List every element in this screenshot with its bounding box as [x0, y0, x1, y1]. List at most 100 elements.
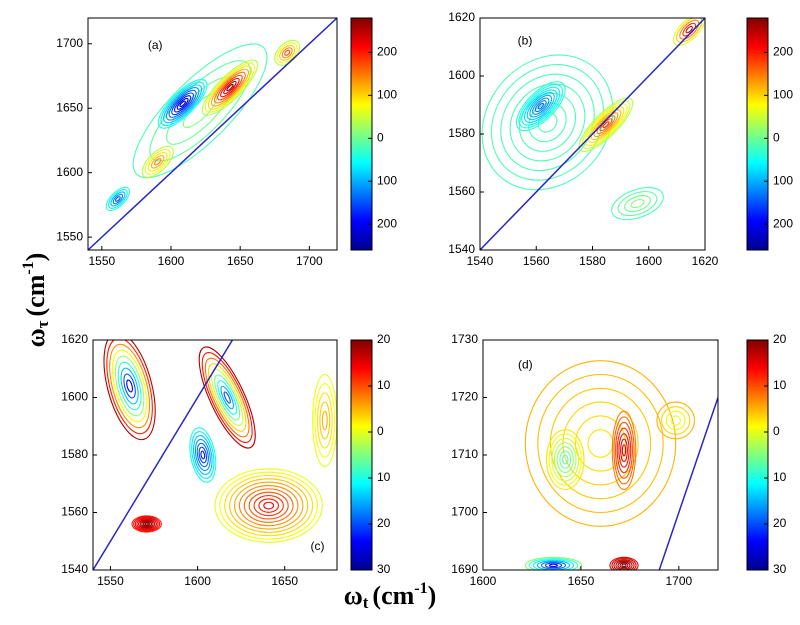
contour-line	[611, 187, 664, 221]
contour-line	[613, 559, 635, 570]
colorbar-tick-label: 200	[773, 216, 793, 230]
x-label-base: ω	[344, 581, 363, 610]
contour-plot	[88, 18, 337, 250]
colorbar-tick-label: 0	[377, 424, 384, 438]
contour-line	[613, 416, 635, 485]
colorbar-tick-label: 10	[377, 378, 391, 392]
diagonal-line	[658, 397, 718, 570]
colorbar-tick-label: 20	[773, 332, 787, 346]
contour-line	[114, 196, 121, 202]
contour-line	[537, 373, 664, 514]
y-label-close: )	[21, 253, 50, 262]
contour-line	[490, 64, 605, 181]
colorbar-tick-label: 20	[377, 332, 391, 346]
contour-line	[553, 441, 577, 478]
x-tick-label: 1540	[467, 254, 494, 268]
contour-line	[214, 468, 323, 543]
colorbar-tick-label: 100	[377, 173, 397, 187]
y-tick-label: 1700	[451, 505, 478, 519]
contour-line	[276, 42, 298, 64]
contour-line	[587, 429, 614, 458]
contour-line	[624, 195, 651, 213]
colorbar-tick-label: 30	[377, 562, 391, 576]
contour-line	[103, 340, 156, 441]
contour-line	[544, 562, 563, 569]
colorbar-tick-label: 30	[773, 562, 787, 576]
contour-line	[609, 556, 639, 570]
colorbar-tick-label: 100	[773, 173, 793, 187]
contour-line	[224, 474, 314, 537]
contour-line	[189, 427, 217, 483]
contour-line	[126, 379, 133, 393]
x-tick-label: 1600	[635, 254, 662, 268]
contour-line	[559, 450, 572, 469]
contour-line	[109, 343, 151, 429]
contour-line	[532, 559, 575, 570]
contour-line	[226, 83, 234, 92]
contour-line	[615, 421, 633, 479]
contour-line	[201, 59, 259, 116]
contour-line	[615, 560, 633, 570]
panel-label: (c)	[310, 539, 324, 553]
contour-line	[534, 100, 547, 113]
contour-line	[157, 78, 208, 129]
contour-line	[540, 561, 567, 570]
contour-line	[611, 410, 637, 491]
y-tick-label: 1540	[448, 242, 475, 256]
y-label-base: ω	[21, 328, 50, 347]
colorbar-tick-label: 10	[377, 470, 391, 484]
contour-line	[281, 47, 293, 59]
contour-line	[284, 49, 291, 56]
plot-frame	[87, 17, 338, 251]
contour-line	[136, 518, 157, 530]
contour-line	[617, 561, 631, 570]
y-tick-label: 1690	[451, 562, 478, 576]
x-axis-label: ωt (cm-1)	[344, 580, 437, 612]
colorbar-tick-label: 0	[377, 130, 384, 144]
contour-line	[537, 112, 558, 133]
contour-line	[551, 437, 580, 482]
contour-line	[617, 191, 658, 217]
y-tick-label: 1730	[451, 332, 478, 346]
y-tick-label: 1560	[448, 184, 475, 198]
contour-line	[321, 410, 328, 431]
contour-line	[312, 373, 337, 468]
contour-line	[656, 401, 696, 440]
contour-line	[672, 18, 705, 46]
colorbar	[350, 17, 373, 251]
y-tick-label: 1620	[61, 332, 88, 346]
colorbar-tick-label: 200	[377, 216, 397, 230]
panel-label: (d)	[518, 357, 533, 371]
contour-line	[160, 81, 205, 127]
contour-line	[204, 62, 256, 113]
x-label-close: )	[428, 581, 437, 610]
contour-line	[679, 19, 700, 40]
contour-line	[593, 112, 619, 138]
colorbar-tick-label: 20	[377, 516, 391, 530]
contour-line	[661, 406, 691, 435]
contour-line	[523, 89, 558, 123]
x-tick-label: 1600	[158, 254, 185, 268]
contour-line	[602, 121, 610, 129]
contour-line	[133, 516, 161, 532]
contour-line	[532, 97, 550, 115]
contour-line	[194, 438, 211, 472]
colorbar-tick-label: 100	[773, 88, 793, 102]
y-tick-label: 1710	[451, 447, 478, 461]
contour-line	[670, 415, 681, 426]
contour-line	[481, 54, 614, 191]
contour-line	[139, 519, 154, 529]
contour-line	[207, 363, 247, 432]
contour-line	[137, 518, 156, 530]
x-tick-label: 1600	[470, 574, 497, 588]
contour-line	[142, 521, 151, 527]
y-tick-label: 1580	[61, 447, 88, 461]
colorbar-tick-label: 0	[773, 424, 780, 438]
contour-line	[220, 77, 240, 98]
contour-line	[179, 100, 186, 108]
contour-line	[537, 102, 545, 110]
x-tick-label: 1580	[579, 254, 606, 268]
y-tick-label: 1700	[56, 36, 83, 50]
contour-line	[562, 401, 639, 486]
